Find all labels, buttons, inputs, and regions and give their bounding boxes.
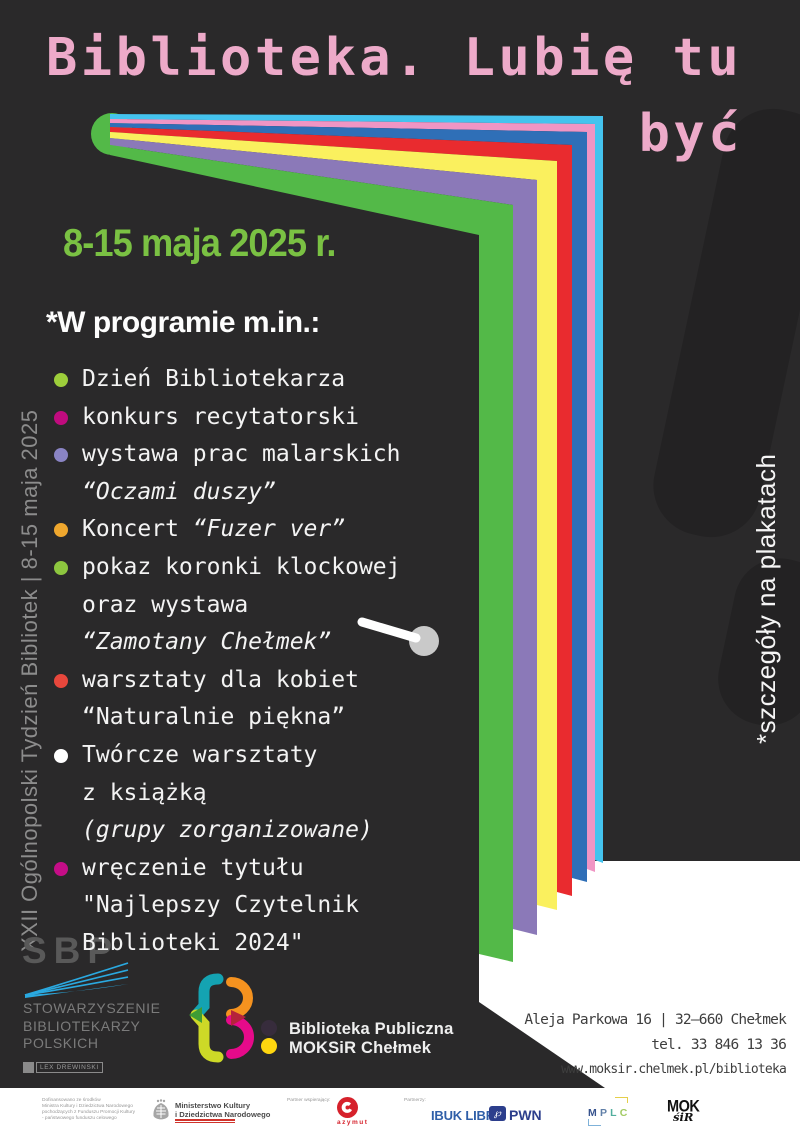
bullet-dot xyxy=(54,861,68,876)
bullet-dot xyxy=(54,410,68,425)
bullet-dot xyxy=(54,373,68,387)
sbp-swoosh-icon xyxy=(24,962,129,998)
program-line: Koncert “Fuzer ver” xyxy=(46,511,476,549)
ministry-flag-underline xyxy=(175,1119,235,1124)
program-heading: *W programie m.in.: xyxy=(46,306,320,339)
library-name-line: Biblioteka Publiczna xyxy=(289,1020,454,1038)
program-line-italic-text: “Oczami duszy” xyxy=(82,478,276,505)
website-url: www.moksir.chelmek.pl/biblioteka xyxy=(561,1062,787,1077)
ministry-eagle-icon xyxy=(153,1099,169,1120)
poster-title-line2: być xyxy=(638,104,743,164)
page-green xyxy=(110,145,513,962)
mplc-bracket-bottom-icon xyxy=(588,1119,601,1126)
program-line: oraz wystawa xyxy=(46,587,476,625)
phone-number: tel. 33 846 13 36 xyxy=(651,1037,787,1053)
credit-block-icon xyxy=(23,1062,34,1073)
library-brace-b-logo xyxy=(189,973,277,1063)
sbp-organization-name: STOWARZYSZENIE BIBLIOTEKARZY POLSKICH xyxy=(23,1000,161,1053)
program-line-italic-text: “Zamotany Chełmek” xyxy=(82,629,332,656)
bullet-dot xyxy=(54,448,68,463)
left-vertical-caption: XXII Ogólnopolski Tydzień Bibliotek | 8-… xyxy=(17,409,42,953)
program-line: Dzień Bibliotekarza xyxy=(46,361,476,399)
program-line-text: Twórcze warsztaty xyxy=(82,741,318,768)
library-logo-text: Biblioteka Publiczna MOKSiR Chełmek xyxy=(289,1020,453,1058)
moksir-logo-text: MOK xyxy=(667,1098,700,1116)
program-line-text: Dzień Bibliotekarza xyxy=(82,366,346,392)
pwn-logo-text: PWN xyxy=(509,1107,542,1123)
program-line: “Zamotany Chełmek” xyxy=(46,624,476,662)
program-line: “Naturalnie piękna” xyxy=(46,699,476,737)
program-line-italic-text: (grupy zorganizowane) xyxy=(82,817,373,844)
program-line: Twórcze warsztaty xyxy=(46,737,476,775)
mplc-letter: L xyxy=(610,1107,620,1119)
program-line-text: konkurs recytatorski xyxy=(82,403,359,430)
ibuk-libra-logo: IBUK LIBRA xyxy=(431,1108,505,1123)
bullet-dot xyxy=(54,560,68,575)
azymut-logo-icon xyxy=(337,1097,358,1118)
event-date: 8-15 maja 2025 r. xyxy=(63,222,336,265)
footer-bar xyxy=(0,1088,800,1132)
program-line-italic-text: “Fuzer ver” xyxy=(192,516,346,543)
mplc-letter: P xyxy=(599,1107,611,1119)
program-line-text: pokaz koronki klockowej xyxy=(82,553,401,580)
program-line: wręczenie tytułu xyxy=(46,850,476,888)
program-line: pokaz koronki klockowej xyxy=(46,549,476,587)
program-line-text: oraz wystawa xyxy=(82,591,249,618)
program-line: "Najlepszy Czytelnik xyxy=(46,887,476,925)
program-line-text: warsztaty dla kobiet xyxy=(82,666,359,693)
program-line-text: Biblioteki 2024" xyxy=(82,929,304,956)
program-line: konkurs recytatorski xyxy=(46,399,476,437)
program-line-text: Koncert xyxy=(82,516,193,543)
credit-label: LEX DREWINSKI xyxy=(36,1062,103,1073)
program-line: warsztaty dla kobiet xyxy=(46,662,476,700)
sbp-logo-acronym: SBP xyxy=(22,930,120,971)
address-block: Aleja Parkowa 16 | 32—660 Chełmek tel. 3… xyxy=(524,1012,786,1077)
poster-title-line1: Biblioteka. Lubię tu xyxy=(46,28,743,88)
ministry-logo-text: Ministerstwo Kultury i Dziedzictwa Narod… xyxy=(175,1101,271,1119)
right-vertical-caption: *szczegóły na plakatach xyxy=(751,453,781,744)
program-line-text: wręczenie tytułu xyxy=(82,854,304,881)
dark-wedge xyxy=(479,1002,605,1088)
program-line: Biblioteki 2024" xyxy=(46,925,476,963)
supporting-partner-label: Partner wspierający: xyxy=(287,1098,331,1103)
library-name-line: MOKSiR Chełmek xyxy=(289,1039,432,1057)
mplc-letter: M xyxy=(588,1107,600,1119)
azymut-logo-text: azymut xyxy=(337,1119,369,1126)
bullet-dot xyxy=(54,523,68,538)
sbp-org-line: BIBLIOTEKARZY xyxy=(23,1017,141,1034)
program-line-text: “Naturalnie piękna” xyxy=(82,704,346,731)
mplc-logo: MPLC xyxy=(588,1107,631,1119)
program-line: (grupy zorganizowane) xyxy=(46,812,476,850)
pin-icon xyxy=(357,617,439,656)
mplc-bracket-top-icon xyxy=(615,1097,628,1103)
sbp-org-line: STOWARZYSZENIE xyxy=(23,1000,161,1016)
partners-label: Partnerzy: xyxy=(404,1098,426,1103)
moksir-logo-script: śiR xyxy=(673,1110,694,1124)
bullet-dot xyxy=(54,673,68,688)
program-list: Dzień Bibliotekarza konkurs recytatorski… xyxy=(46,361,476,963)
mplc-letter: C xyxy=(619,1107,631,1119)
sbp-org-line: POLSKICH xyxy=(23,1035,99,1051)
program-line: z książką xyxy=(46,775,476,813)
program-line-text: z książką xyxy=(82,779,207,806)
pwn-logo-icon: ℘ xyxy=(489,1106,506,1121)
street-address: Aleja Parkowa 16 | 32—660 Chełmek xyxy=(524,1012,786,1028)
bullet-dot xyxy=(54,748,68,763)
program-line-text: wystawa prac malarskich xyxy=(82,441,401,468)
program-line-text: "Najlepszy Czytelnik xyxy=(82,892,359,919)
design-credit-badge: LEX DREWINSKI xyxy=(23,1062,103,1073)
program-line: wystawa prac malarskich xyxy=(46,436,476,474)
program-line: “Oczami duszy” xyxy=(46,474,476,512)
funding-note: Dofinansowano ze środków Ministra Kultur… xyxy=(42,1098,136,1121)
